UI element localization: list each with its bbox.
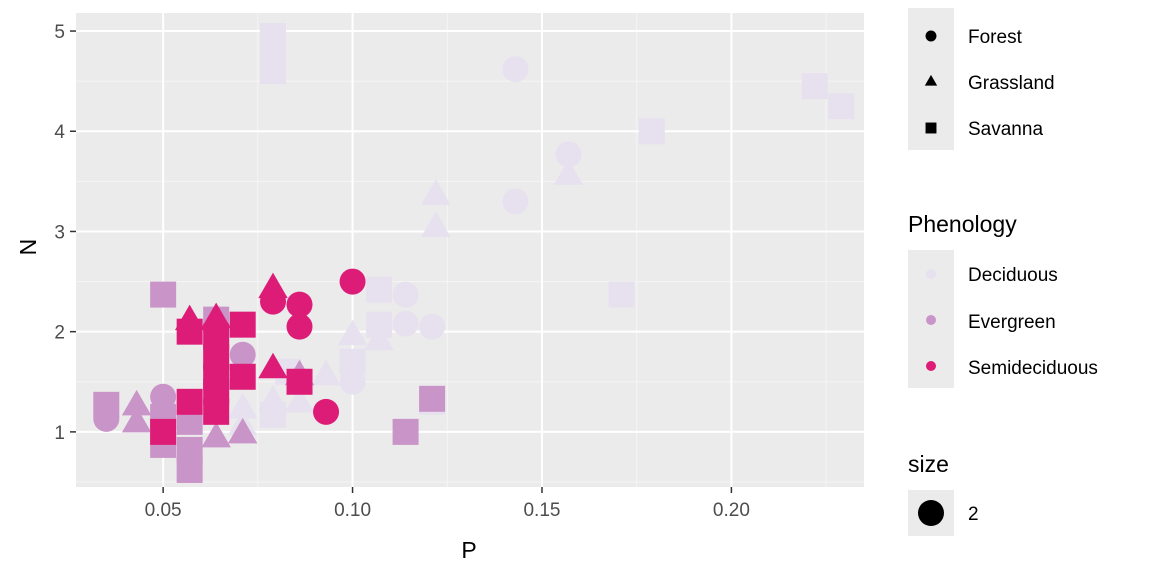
data-point-semideciduous-square xyxy=(229,311,256,338)
size-legend-title: size xyxy=(908,451,949,477)
size-legend-key-circle xyxy=(918,500,944,526)
data-point-semideciduous-circle xyxy=(339,268,366,295)
data-point-semideciduous-square xyxy=(203,398,230,425)
data-point-semideciduous-triangle xyxy=(258,352,288,379)
data-point-evergreen-triangle xyxy=(121,389,152,416)
data-point-evergreen-triangle xyxy=(227,417,258,444)
data-point-evergreen-circle xyxy=(93,405,120,432)
data-point-evergreen-square xyxy=(176,436,203,463)
data-point-deciduous-triangle xyxy=(553,159,584,185)
data-point-evergreen-circle xyxy=(229,341,256,368)
y-axis-title: N xyxy=(15,239,41,256)
y-tick-label: 4 xyxy=(54,122,65,143)
legend-label-forest: Forest xyxy=(968,27,1023,48)
legend-label-savanna: Savanna xyxy=(968,119,1043,140)
data-point-deciduous-square xyxy=(828,93,855,120)
data-point-deciduous-square xyxy=(260,43,286,70)
data-point-deciduous-square xyxy=(801,73,828,100)
data-point-deciduous-circle xyxy=(502,188,529,215)
data-point-semideciduous-square xyxy=(176,318,203,345)
legend-label-grassland: Grassland xyxy=(968,73,1055,94)
data-point-evergreen-square xyxy=(392,418,419,445)
x-tick-label: 0.10 xyxy=(334,500,371,521)
data-point-deciduous-circle xyxy=(502,56,529,83)
data-points xyxy=(93,23,855,483)
shape-legend: Forest Grassland Savanna xyxy=(908,8,1055,150)
data-point-deciduous-circle xyxy=(339,368,366,395)
data-point-evergreen-square xyxy=(419,385,446,412)
data-point-deciduous-triangle xyxy=(284,386,315,413)
data-point-deciduous-circle xyxy=(419,313,446,340)
x-tick-label: 0.15 xyxy=(523,500,560,521)
size-legend: size 2 xyxy=(908,451,979,536)
y-axis: 1 2 3 4 5 xyxy=(54,22,76,444)
data-point-semideciduous-circle xyxy=(286,291,313,318)
phenology-legend-keys xyxy=(926,269,936,371)
legend-key-evergreen xyxy=(926,315,936,325)
phenology-legend: Phenology Deciduous Evergreen Semidecidu… xyxy=(908,211,1098,388)
data-point-semideciduous-triangle xyxy=(201,302,231,329)
y-tick-label: 2 xyxy=(54,323,65,344)
data-point-deciduous-triangle xyxy=(258,384,288,411)
data-point-semideciduous-square xyxy=(150,418,177,445)
data-point-deciduous-circle xyxy=(555,141,582,168)
shape-legend-keys xyxy=(924,30,938,134)
x-tick-label: 0.05 xyxy=(145,500,182,521)
legend-label-size-2: 2 xyxy=(968,504,979,525)
data-point-deciduous-triangle xyxy=(364,324,394,351)
legend-key-deciduous xyxy=(926,269,936,279)
data-point-deciduous-triangle xyxy=(311,359,341,386)
legend-key-semideciduous xyxy=(926,361,936,371)
data-point-evergreen-circle xyxy=(150,383,177,410)
y-tick-label: 1 xyxy=(54,423,65,444)
data-point-deciduous-square xyxy=(339,348,366,375)
legend-key-savanna xyxy=(925,122,937,134)
x-axis: 0.05 0.10 0.15 0.20 xyxy=(145,487,750,521)
y-tick-label: 5 xyxy=(54,22,65,43)
data-point-deciduous-triangle xyxy=(227,392,258,419)
data-point-evergreen-triangle xyxy=(121,406,152,433)
phenology-legend-title: Phenology xyxy=(908,211,1017,237)
legend-key-forest xyxy=(925,30,937,42)
data-point-deciduous-square xyxy=(608,281,635,308)
data-point-deciduous-triangle xyxy=(421,211,451,237)
data-point-evergreen-square xyxy=(150,281,177,308)
data-point-semideciduous-square xyxy=(176,388,203,415)
legend-label-evergreen: Evergreen xyxy=(968,312,1056,333)
x-axis-title: P xyxy=(461,537,476,563)
legend-label-deciduous: Deciduous xyxy=(968,265,1058,286)
data-point-semideciduous-circle xyxy=(313,398,340,425)
data-point-semideciduous-square xyxy=(286,368,313,395)
data-point-semideciduous-square xyxy=(229,363,256,390)
data-point-deciduous-circle xyxy=(392,281,419,308)
data-point-semideciduous-circle xyxy=(286,313,313,340)
legend-label-semideciduous: Semideciduous xyxy=(968,358,1098,379)
data-point-deciduous-square xyxy=(366,276,393,303)
x-tick-label: 0.20 xyxy=(713,500,750,521)
data-point-deciduous-circle xyxy=(392,310,419,337)
data-point-deciduous-triangle xyxy=(421,179,451,205)
y-tick-label: 3 xyxy=(54,222,65,243)
data-point-semideciduous-circle xyxy=(260,288,286,315)
data-point-deciduous-triangle xyxy=(337,319,368,346)
legend-key-grassland xyxy=(924,74,938,86)
data-point-deciduous-square xyxy=(638,118,665,145)
data-point-evergreen-triangle xyxy=(201,421,231,448)
